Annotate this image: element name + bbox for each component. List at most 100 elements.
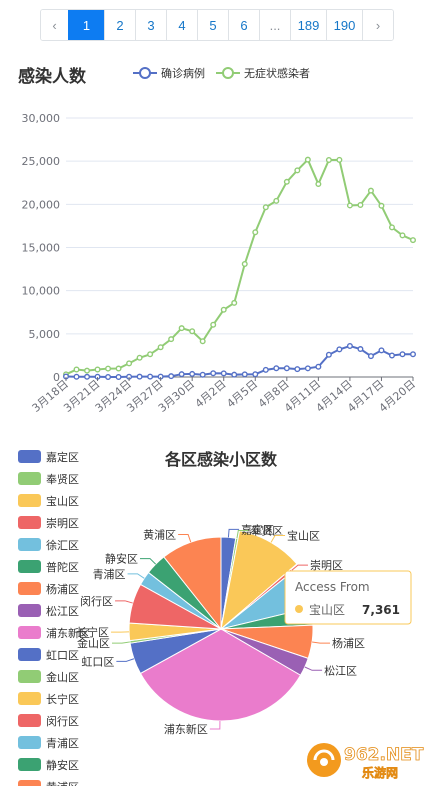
pie-legend-item[interactable]: 静安区 — [18, 758, 79, 772]
pagination: ‹ 1 2 3 4 5 6... 189 190 › — [40, 9, 394, 41]
data-point[interactable] — [178, 371, 185, 378]
data-point[interactable] — [378, 347, 385, 354]
pagination-page[interactable]: 190 — [326, 10, 362, 40]
pagination-page[interactable]: 4 — [166, 10, 197, 40]
data-point[interactable] — [220, 370, 227, 377]
data-point[interactable] — [157, 344, 164, 351]
pagination-page[interactable]: 5 — [197, 10, 228, 40]
legend-swatch — [18, 538, 41, 551]
data-point[interactable] — [105, 373, 112, 380]
data-point[interactable] — [325, 351, 332, 358]
pagination-page[interactable]: 3 — [135, 10, 166, 40]
pie-legend-item[interactable]: 长宁区 — [18, 692, 79, 706]
pie-legend-item[interactable]: 徐汇区 — [18, 538, 79, 552]
data-point[interactable] — [336, 156, 343, 163]
pie-legend-item[interactable]: 青浦区 — [18, 736, 79, 750]
data-point[interactable] — [94, 366, 101, 373]
data-point[interactable] — [410, 351, 417, 358]
legend-asymptomatic[interactable]: 无症状感染者 — [244, 66, 310, 80]
pie-legend-item[interactable]: 虹口区 — [18, 648, 79, 662]
data-point[interactable] — [325, 156, 332, 163]
data-point[interactable] — [84, 373, 91, 380]
pie-legend-item[interactable]: 浦东新区 — [18, 626, 90, 640]
data-point[interactable] — [231, 299, 238, 306]
pagination-page[interactable]: 1 — [68, 10, 104, 40]
data-point[interactable] — [294, 167, 301, 174]
data-point[interactable] — [336, 346, 343, 353]
data-point[interactable] — [262, 366, 269, 373]
data-point[interactable] — [199, 338, 206, 345]
data-point[interactable] — [252, 371, 259, 378]
data-point[interactable] — [126, 360, 133, 367]
pie-legend-item[interactable]: 杨浦区 — [18, 582, 79, 596]
pagination-page[interactable]: 189 — [290, 10, 326, 40]
data-point[interactable] — [210, 370, 217, 377]
data-point[interactable] — [115, 373, 122, 380]
pie-legend-item[interactable]: 黄浦区 — [18, 780, 79, 786]
data-point[interactable] — [283, 178, 290, 185]
data-point[interactable] — [388, 224, 395, 231]
data-point[interactable] — [294, 366, 301, 373]
legend-swatch — [18, 582, 41, 595]
data-point[interactable] — [367, 353, 374, 360]
data-point[interactable] — [315, 363, 322, 370]
pie-legend-item[interactable]: 松江区 — [18, 604, 79, 618]
pie-slice[interactable] — [163, 536, 222, 631]
line-chart-legend[interactable]: 确诊病例 无症状感染者 — [133, 66, 310, 80]
data-point[interactable] — [136, 354, 143, 361]
data-point[interactable] — [304, 156, 311, 163]
data-point[interactable] — [304, 365, 311, 372]
data-point[interactable] — [357, 346, 364, 353]
data-point[interactable] — [378, 202, 385, 209]
data-point[interactable] — [346, 343, 353, 350]
pie-legend-item[interactable]: 崇明区 — [18, 516, 79, 530]
data-point[interactable] — [73, 366, 80, 373]
site-watermark-logo: 962.NET 乐游网 — [307, 743, 424, 780]
data-point[interactable] — [189, 328, 196, 335]
data-point[interactable] — [199, 371, 206, 378]
data-point[interactable] — [136, 373, 143, 380]
data-point[interactable] — [283, 365, 290, 372]
pie-legend-item[interactable]: 奉贤区 — [18, 472, 79, 486]
data-point[interactable] — [147, 351, 154, 358]
pie-slice[interactable] — [220, 530, 298, 631]
data-point[interactable] — [147, 373, 154, 380]
data-point[interactable] — [189, 370, 196, 377]
data-point[interactable] — [241, 261, 248, 268]
data-point[interactable] — [346, 202, 353, 209]
data-point[interactable] — [399, 232, 406, 239]
data-point[interactable] — [220, 306, 227, 313]
data-point[interactable] — [210, 321, 217, 328]
data-point[interactable] — [168, 373, 175, 380]
data-point[interactable] — [178, 325, 185, 332]
pie-legend-item[interactable]: 嘉定区 — [18, 450, 79, 464]
pie-legend-item[interactable]: 闵行区 — [18, 714, 79, 728]
data-point[interactable] — [252, 229, 259, 236]
data-point[interactable] — [273, 365, 280, 372]
data-point[interactable] — [410, 237, 417, 244]
data-point[interactable] — [367, 187, 374, 194]
legend-confirmed[interactable]: 确诊病例 — [161, 66, 205, 80]
pie-legend-item[interactable]: 普陀区 — [18, 560, 79, 574]
pie-legend-item[interactable]: 金山区 — [18, 670, 79, 684]
data-point[interactable] — [105, 365, 112, 372]
data-point[interactable] — [168, 336, 175, 343]
pie-legend-item[interactable]: 宝山区 — [18, 494, 79, 508]
data-point[interactable] — [241, 371, 248, 378]
pagination-page[interactable]: 2 — [104, 10, 135, 40]
data-point[interactable] — [73, 373, 80, 380]
data-point[interactable] — [399, 351, 406, 358]
data-point[interactable] — [388, 352, 395, 359]
data-point[interactable] — [357, 201, 364, 208]
data-point[interactable] — [315, 181, 322, 188]
data-point[interactable] — [84, 367, 91, 374]
pagination-page[interactable]: 6 — [228, 10, 259, 40]
series-line — [65, 344, 413, 378]
data-point[interactable] — [273, 197, 280, 204]
pie-slice[interactable] — [139, 628, 302, 722]
pagination-prev[interactable]: ‹ — [41, 10, 68, 40]
data-point[interactable] — [262, 204, 269, 211]
data-point[interactable] — [115, 365, 122, 372]
pagination-next[interactable]: › — [362, 10, 393, 40]
data-point[interactable] — [231, 371, 238, 378]
